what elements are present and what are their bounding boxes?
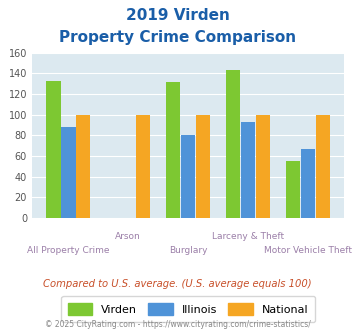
Bar	[301, 149, 315, 218]
Text: 2019 Virden: 2019 Virden	[126, 8, 229, 23]
Bar	[316, 115, 330, 218]
Legend: Virden, Illinois, National: Virden, Illinois, National	[61, 296, 315, 322]
Bar	[76, 115, 91, 218]
Bar	[61, 127, 76, 218]
Text: Larceny & Theft: Larceny & Theft	[212, 232, 284, 241]
Bar	[286, 161, 300, 218]
Bar	[166, 82, 180, 218]
Bar	[241, 122, 255, 218]
Bar	[181, 135, 195, 218]
Bar	[196, 115, 210, 218]
Text: Compared to U.S. average. (U.S. average equals 100): Compared to U.S. average. (U.S. average …	[43, 279, 312, 289]
Bar	[136, 115, 151, 218]
Text: Burglary: Burglary	[169, 246, 207, 254]
Text: Property Crime Comparison: Property Crime Comparison	[59, 30, 296, 45]
Bar	[256, 115, 270, 218]
Text: All Property Crime: All Property Crime	[27, 246, 110, 254]
Text: Arson: Arson	[115, 232, 141, 241]
Text: © 2025 CityRating.com - https://www.cityrating.com/crime-statistics/: © 2025 CityRating.com - https://www.city…	[45, 320, 310, 329]
Text: Motor Vehicle Theft: Motor Vehicle Theft	[264, 246, 352, 254]
Bar	[46, 81, 61, 218]
Bar	[226, 70, 240, 218]
